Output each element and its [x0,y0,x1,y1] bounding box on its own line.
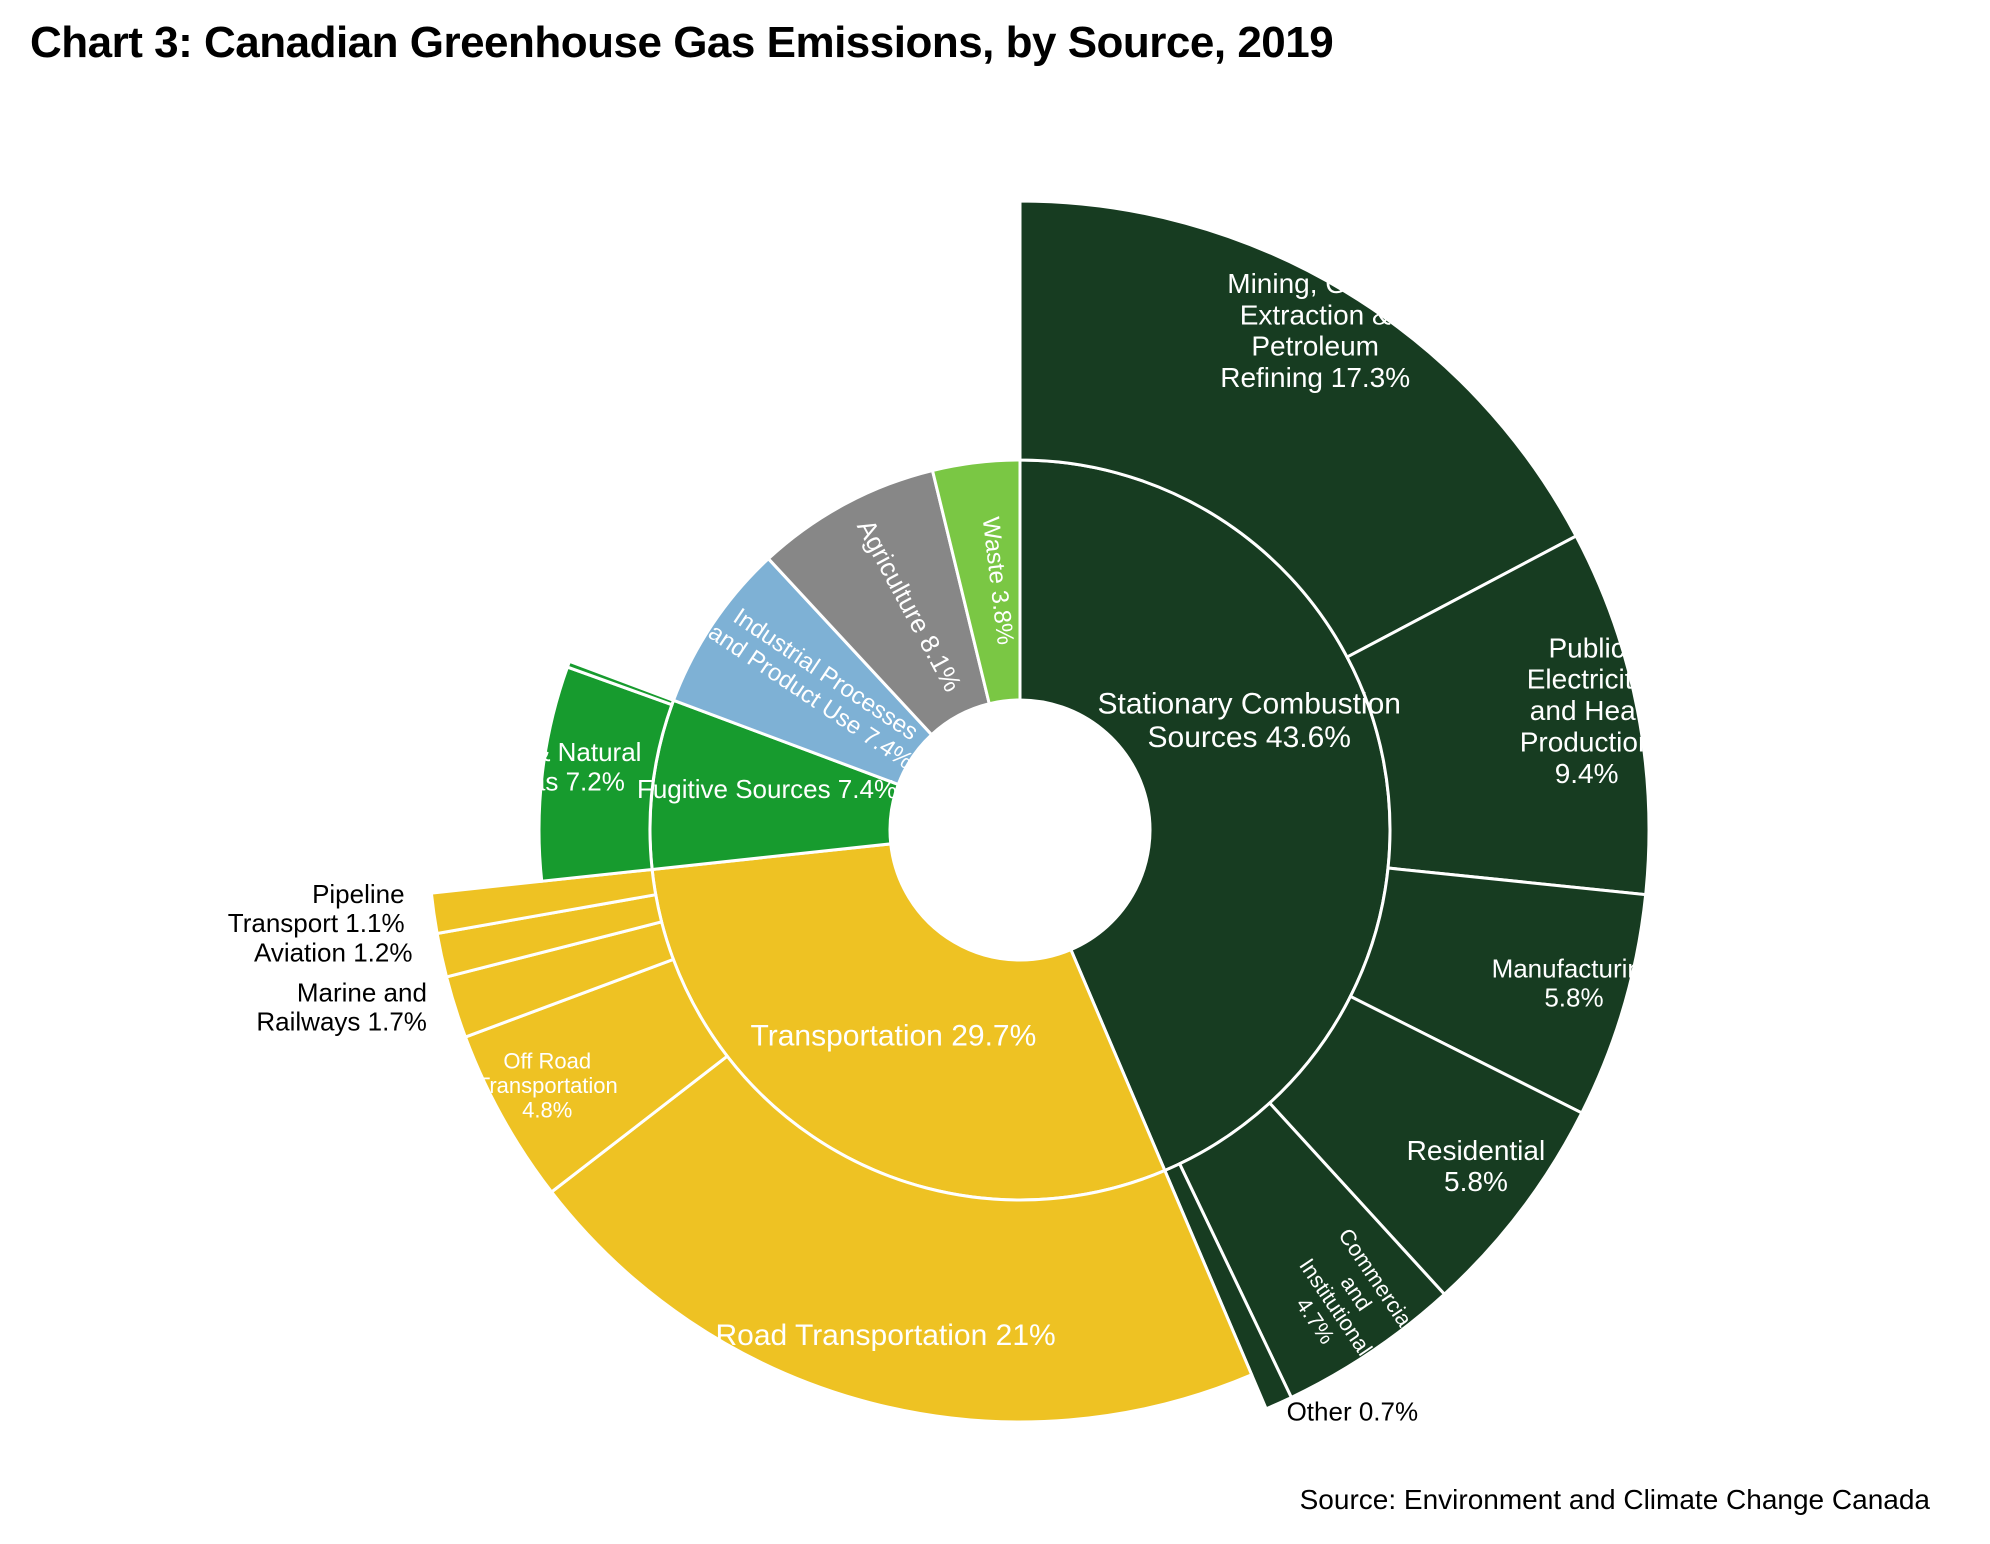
sunburst-chart: Stationary CombustionSources 43.6%Transp… [0,0,1990,1544]
chart-title: Chart 3: Canadian Greenhouse Gas Emissio… [30,18,1333,68]
label-ring2-10: PipelineTransport 1.1% [228,879,405,938]
label-ring1-transport: Transportation 29.7% [751,1020,1037,1053]
chart-container: Chart 3: Canadian Greenhouse Gas Emissio… [0,0,1990,1544]
label-ring2-5: Other 0.7% [1287,1396,1419,1426]
label-ring2-6: Road Transportation 21% [715,1319,1055,1352]
label-ring1-fugitive: Fugitive Sources 7.4% [637,774,897,804]
label-ring2-11: Oil & NaturalGas 7.2% [494,737,641,796]
label-ring2-8: Marine andRailways 1.7% [256,978,427,1037]
label-ring2-9: Aviation 1.2% [254,938,413,968]
chart-source: Source: Environment and Climate Change C… [1300,1484,1930,1516]
